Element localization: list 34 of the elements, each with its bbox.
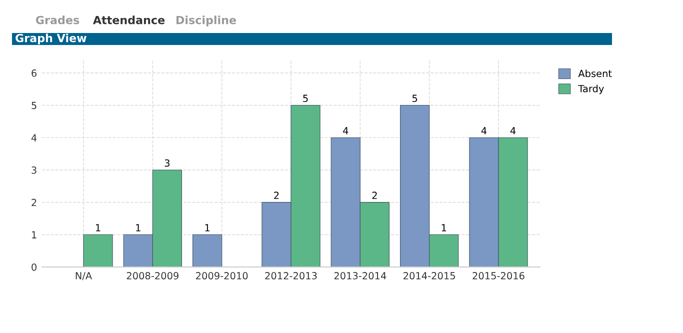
y-tick-label: 0 xyxy=(32,263,36,271)
data-label: 5 xyxy=(412,94,418,102)
bar xyxy=(83,234,113,267)
x-tick-label: 2013-2014 xyxy=(334,272,386,280)
y-tick-label: 5 xyxy=(32,102,36,110)
y-tick-label: 1 xyxy=(32,231,36,238)
x-tick-label: 2008-2009 xyxy=(126,272,178,280)
data-label: 1 xyxy=(96,224,100,232)
bar xyxy=(192,234,222,267)
data-label: 4 xyxy=(343,127,348,134)
data-label: 1 xyxy=(205,224,210,232)
x-tick-label: N/A xyxy=(76,272,92,280)
legend-label: Tardy xyxy=(578,84,604,94)
legend-label: Absent xyxy=(578,70,612,78)
x-tick-label: 2014-2015 xyxy=(404,272,455,280)
data-label: 1 xyxy=(442,224,446,232)
y-tick-label: 2 xyxy=(32,198,36,206)
data-label: 4 xyxy=(510,127,516,134)
data-label: 5 xyxy=(303,94,308,102)
data-label: 4 xyxy=(481,127,487,134)
data-label: 2 xyxy=(372,192,377,199)
data-label: 1 xyxy=(136,224,140,232)
y-tick-label: 3 xyxy=(32,166,36,174)
x-tick-label: 2015-2016 xyxy=(472,272,524,280)
text: Discipline xyxy=(176,16,236,26)
y-tick-label: 4 xyxy=(31,134,37,142)
data-label: 3 xyxy=(164,159,170,167)
chart-title: Graph View xyxy=(16,34,86,44)
y-tick-label: 6 xyxy=(32,69,37,77)
text: Attendance xyxy=(92,16,165,24)
text: Grades xyxy=(36,16,80,24)
x-tick-label: 2009-2010 xyxy=(196,272,248,280)
x-tick-label: 2012-2013 xyxy=(265,272,317,280)
data-label: 2 xyxy=(274,192,279,199)
